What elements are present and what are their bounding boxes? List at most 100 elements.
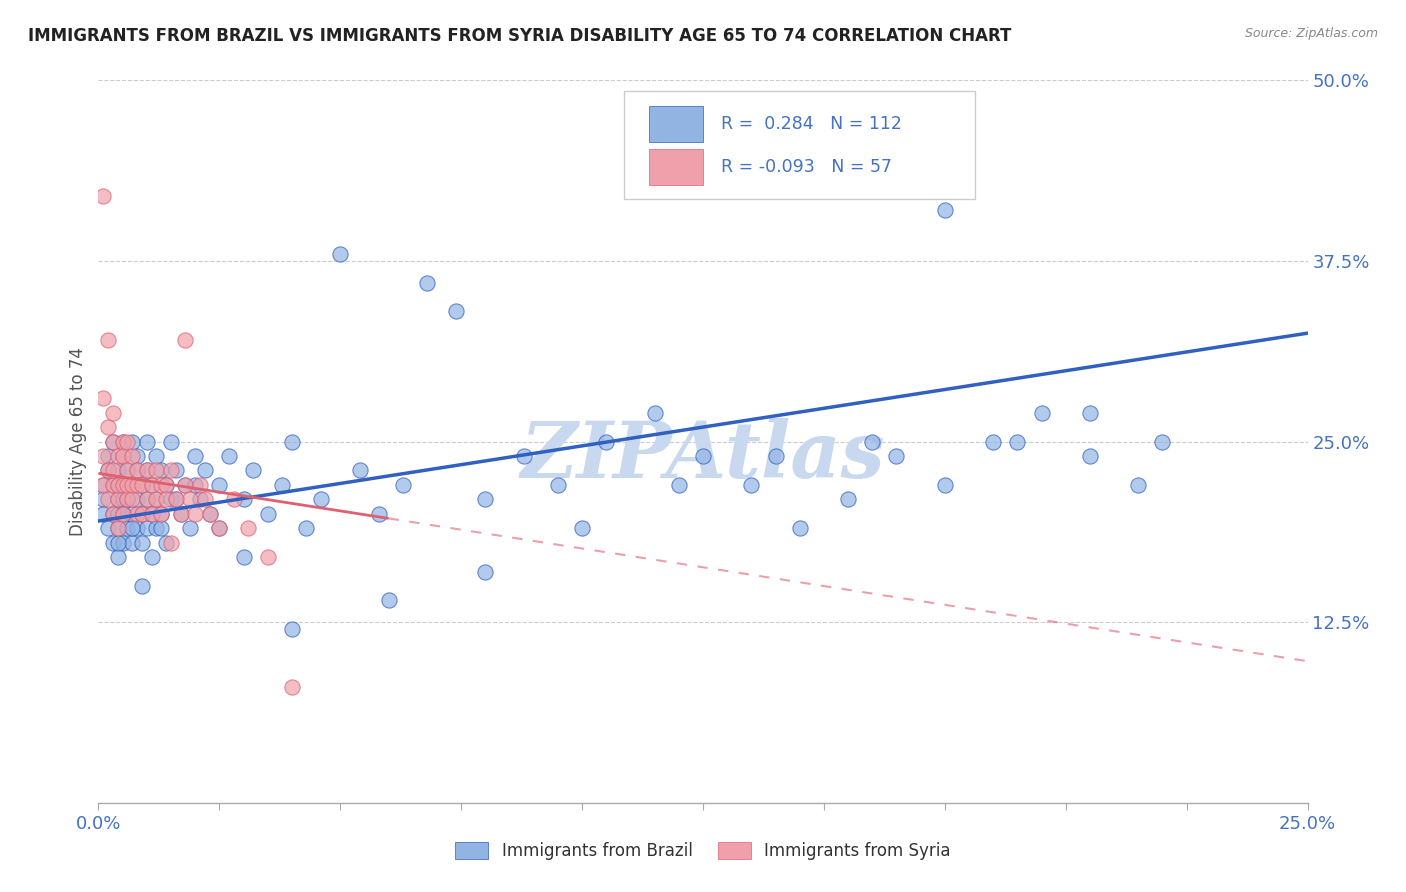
Point	[91, 507, 114, 521]
Point	[295, 521, 318, 535]
Point	[91, 478, 114, 492]
Point	[145, 492, 167, 507]
Point	[97, 463, 120, 477]
Point	[131, 507, 153, 521]
Point	[91, 391, 114, 405]
Point	[121, 478, 143, 492]
Point	[97, 492, 120, 507]
Point	[446, 304, 468, 318]
Point	[150, 507, 173, 521]
Point	[101, 463, 124, 477]
Point	[135, 492, 157, 507]
Point	[127, 507, 149, 521]
Point	[155, 478, 177, 492]
Point	[179, 492, 201, 507]
Point	[198, 507, 221, 521]
Point	[198, 507, 221, 521]
Point	[111, 449, 134, 463]
Point	[107, 492, 129, 507]
Point	[256, 550, 278, 565]
Point	[121, 535, 143, 549]
Point	[131, 535, 153, 549]
Point	[117, 434, 139, 449]
Point	[256, 507, 278, 521]
Point	[668, 478, 690, 492]
Point	[141, 478, 163, 492]
Point	[474, 492, 496, 507]
Point	[740, 478, 762, 492]
Point	[222, 492, 245, 507]
Text: Source: ZipAtlas.com: Source: ZipAtlas.com	[1244, 27, 1378, 40]
Point	[117, 463, 139, 477]
Point	[127, 449, 149, 463]
Point	[91, 492, 114, 507]
Point	[111, 507, 134, 521]
Point	[117, 492, 139, 507]
Point	[218, 449, 240, 463]
Point	[101, 507, 124, 521]
Point	[595, 434, 617, 449]
Point	[1007, 434, 1029, 449]
Point	[165, 492, 187, 507]
Point	[107, 521, 129, 535]
Point	[141, 550, 163, 565]
Point	[1128, 478, 1150, 492]
Point	[184, 449, 207, 463]
Point	[150, 507, 173, 521]
Point	[107, 507, 129, 521]
Point	[127, 492, 149, 507]
Point	[91, 189, 114, 203]
Point	[107, 521, 129, 535]
Point	[121, 492, 143, 507]
Point	[392, 478, 415, 492]
Point	[101, 478, 124, 492]
Point	[281, 434, 304, 449]
Point	[117, 492, 139, 507]
Point	[309, 492, 332, 507]
Point	[127, 463, 149, 477]
Point	[160, 492, 183, 507]
Point	[155, 478, 177, 492]
Point	[135, 463, 157, 477]
Point	[131, 579, 153, 593]
Point	[179, 521, 201, 535]
Point	[131, 478, 153, 492]
Point	[169, 507, 191, 521]
Point	[644, 406, 666, 420]
Point	[97, 521, 120, 535]
Point	[860, 434, 883, 449]
Point	[349, 463, 371, 477]
Point	[121, 449, 143, 463]
Point	[886, 449, 908, 463]
Point	[789, 521, 811, 535]
Point	[97, 449, 120, 463]
Point	[1031, 406, 1053, 420]
Point	[934, 203, 956, 218]
Point	[101, 406, 124, 420]
Point	[165, 463, 187, 477]
Point	[127, 478, 149, 492]
Legend: Immigrants from Brazil, Immigrants from Syria: Immigrants from Brazil, Immigrants from …	[449, 835, 957, 867]
Point	[981, 434, 1004, 449]
Text: R =  0.284   N = 112: R = 0.284 N = 112	[721, 115, 903, 133]
Point	[111, 478, 134, 492]
Point	[377, 593, 399, 607]
Point	[111, 507, 134, 521]
Point	[145, 463, 167, 477]
Point	[121, 507, 143, 521]
Point	[101, 478, 124, 492]
Point	[131, 507, 153, 521]
Point	[117, 478, 139, 492]
Point	[513, 449, 536, 463]
Point	[101, 535, 124, 549]
Point	[194, 492, 217, 507]
Point	[232, 492, 254, 507]
Point	[692, 449, 714, 463]
Point	[145, 449, 167, 463]
Bar	[648, 149, 703, 185]
Point	[169, 507, 191, 521]
Point	[135, 463, 157, 477]
Point	[1152, 434, 1174, 449]
Point	[97, 420, 120, 434]
Text: R = -0.093   N = 57: R = -0.093 N = 57	[721, 158, 893, 176]
